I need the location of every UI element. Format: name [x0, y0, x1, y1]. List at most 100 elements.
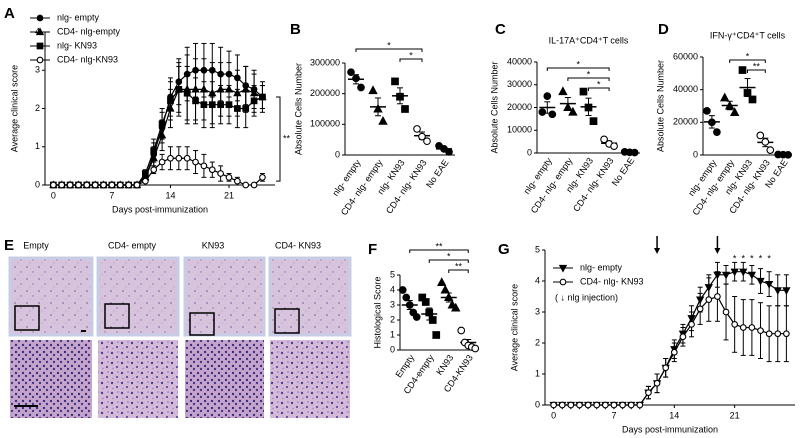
marker — [217, 170, 224, 177]
marker — [538, 108, 547, 116]
marker — [719, 92, 730, 102]
marker — [567, 401, 575, 409]
marker — [116, 181, 124, 189]
marker — [471, 344, 480, 353]
marker — [784, 150, 792, 159]
marker — [748, 324, 756, 331]
marker — [774, 330, 782, 338]
significance-label: * — [759, 253, 763, 263]
marker — [413, 125, 421, 133]
legend-label: nlg- empty — [57, 12, 100, 22]
y-tick-label: 2 — [35, 103, 40, 113]
y-tick-label: 4 — [35, 26, 40, 36]
arrow-head — [714, 248, 721, 254]
marker — [748, 95, 757, 104]
marker — [756, 277, 765, 286]
marker — [50, 181, 57, 189]
significance-label: ** — [435, 241, 443, 251]
marker — [559, 278, 567, 286]
marker — [200, 162, 208, 170]
marker — [756, 131, 765, 140]
x-axis-label: Days post-immunization — [622, 424, 718, 434]
chart-title: IFN-γ⁺CD4⁺T cells — [710, 30, 786, 40]
y-tick-label: 60000 — [673, 51, 698, 61]
significance-label: ** — [283, 133, 291, 143]
marker — [568, 106, 578, 116]
marker — [601, 401, 609, 409]
x-tick-label: 7 — [611, 410, 616, 420]
significance-bracket — [399, 58, 423, 62]
marker — [402, 293, 411, 302]
marker — [721, 271, 731, 280]
marker — [347, 68, 355, 77]
marker — [440, 284, 450, 294]
significance-label: * — [742, 253, 746, 263]
y-tick-label: 0 — [335, 149, 340, 159]
y-tick-label: 0 — [693, 149, 698, 159]
x-tick-label: 14 — [165, 190, 175, 200]
marker — [761, 138, 770, 146]
y-tick-label: 0 — [527, 147, 532, 157]
significance-label: ** — [455, 261, 463, 271]
marker — [558, 401, 566, 409]
marker — [610, 142, 618, 151]
marker — [242, 181, 250, 189]
y-tick-label: 30000 — [507, 79, 532, 89]
significance-bracket — [409, 249, 469, 253]
y-tick-label: 3 — [390, 299, 395, 309]
y-tick-label: 0 — [535, 399, 540, 409]
marker — [563, 102, 573, 112]
marker — [83, 181, 91, 189]
micrograph — [8, 256, 94, 337]
marker — [743, 89, 752, 97]
x-tick-label: 14 — [669, 410, 679, 420]
marker — [584, 103, 593, 112]
marker — [401, 105, 409, 113]
panel-letter: F — [368, 241, 377, 258]
x-tick-label: 21 — [730, 410, 740, 420]
marker — [645, 389, 652, 396]
marker — [108, 181, 116, 189]
micrograph — [270, 340, 350, 418]
marker — [150, 147, 158, 154]
marker — [423, 137, 431, 146]
marker — [378, 115, 388, 125]
y-tick-label: 200000 — [310, 88, 340, 98]
series-line — [53, 69, 263, 186]
significance-label: * — [587, 69, 591, 79]
y-tick-label: 100000 — [310, 119, 340, 129]
marker — [627, 401, 635, 409]
y-tick-label: 20000 — [673, 117, 698, 127]
marker — [100, 181, 107, 189]
marker — [714, 293, 721, 300]
micrograph — [98, 340, 178, 418]
y-tick-label: 40000 — [507, 56, 532, 66]
y-tick-label: 3 — [535, 306, 540, 316]
significance-bracket — [729, 59, 766, 63]
legend-label: nlg- empty — [580, 262, 623, 272]
y-tick-label: 2 — [390, 314, 395, 324]
marker — [782, 287, 791, 295]
significance-bracket — [546, 67, 610, 71]
y-tick-label: 3 — [35, 65, 40, 75]
marker — [783, 330, 790, 338]
marker — [396, 92, 404, 101]
marker — [730, 268, 739, 277]
marker — [437, 277, 447, 287]
marker — [158, 120, 166, 128]
marker — [58, 181, 66, 189]
marker — [183, 89, 191, 97]
y-tick-label: 5 — [390, 269, 395, 279]
marker — [765, 330, 773, 338]
marker — [451, 302, 461, 312]
y-tick-label: 300000 — [310, 57, 340, 67]
marker — [175, 86, 183, 93]
marker — [576, 401, 583, 409]
marker — [739, 324, 747, 331]
significance-bracket — [276, 96, 281, 182]
marker — [425, 308, 434, 317]
marker — [705, 296, 713, 303]
panel-letter: B — [290, 21, 301, 38]
significance-bracket — [355, 48, 423, 52]
marker — [636, 401, 644, 409]
